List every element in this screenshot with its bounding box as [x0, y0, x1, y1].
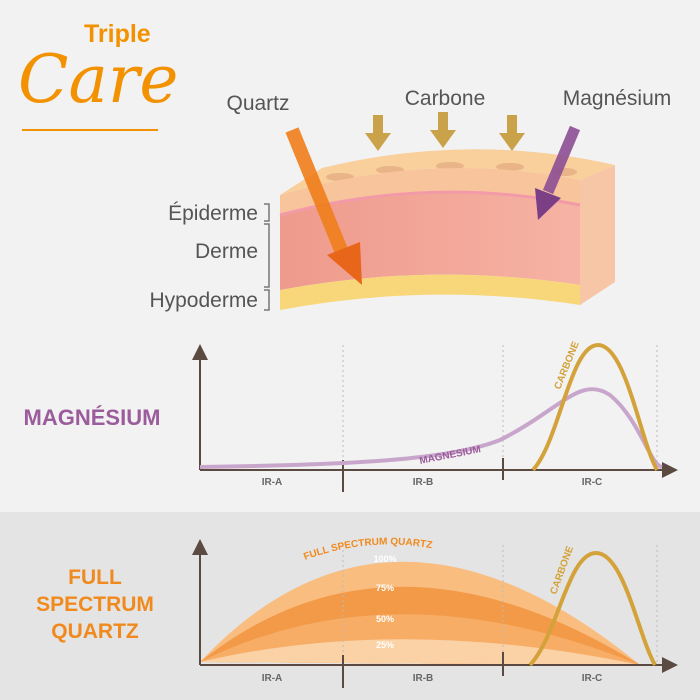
quartz-band-25 — [200, 639, 640, 665]
panel-title-line: QUARTZ — [51, 620, 139, 643]
quartz-arrow-head — [327, 242, 362, 285]
ray-label: Magnésium — [563, 87, 672, 110]
panel-title: MAGNÉSIUM — [24, 405, 161, 430]
band-label: IR-A — [262, 477, 283, 488]
panel2-grid — [342, 545, 658, 665]
magnesium-arrow — [542, 125, 581, 195]
band-label: IR-C — [582, 673, 603, 684]
band-label: IR-C — [582, 477, 603, 488]
hypoderme-layer — [280, 274, 580, 310]
level-label: 75% — [376, 583, 394, 593]
band-label: IR-B — [413, 477, 434, 488]
quartz-arrow — [285, 127, 350, 258]
band-label: IR-A — [262, 673, 283, 684]
carbone-curve — [528, 550, 657, 667]
layer-label: Épiderme — [168, 202, 258, 225]
carbone-arrows — [365, 112, 525, 151]
level-label: 50% — [376, 614, 394, 624]
logo-line1: Triple — [84, 20, 151, 48]
layer-label: Hypoderme — [149, 289, 258, 312]
panel-title-line: SPECTRUM — [36, 593, 154, 616]
panel1-grid — [342, 345, 658, 470]
skin-top — [280, 149, 615, 195]
magnesium-curve — [199, 387, 663, 469]
carbone-curve — [531, 342, 659, 472]
magnesium-arrow-head — [535, 188, 561, 220]
band-ticks — [342, 458, 504, 492]
ray-label: Quartz — [226, 92, 289, 115]
panel-title-line: FULL — [68, 566, 122, 589]
skin-side — [580, 165, 615, 305]
level-label: 100% — [373, 554, 396, 564]
logo-line2: Care — [18, 41, 178, 118]
band-label: IR-B — [413, 673, 434, 684]
band-ticks — [342, 652, 504, 688]
ray-label: Carbone — [405, 87, 486, 110]
level-label: 25% — [376, 640, 394, 650]
panel-title: FULL SPECTRUM QUARTZ — [36, 566, 154, 643]
layer-label: Derme — [195, 240, 258, 263]
layer-brackets — [264, 203, 270, 311]
